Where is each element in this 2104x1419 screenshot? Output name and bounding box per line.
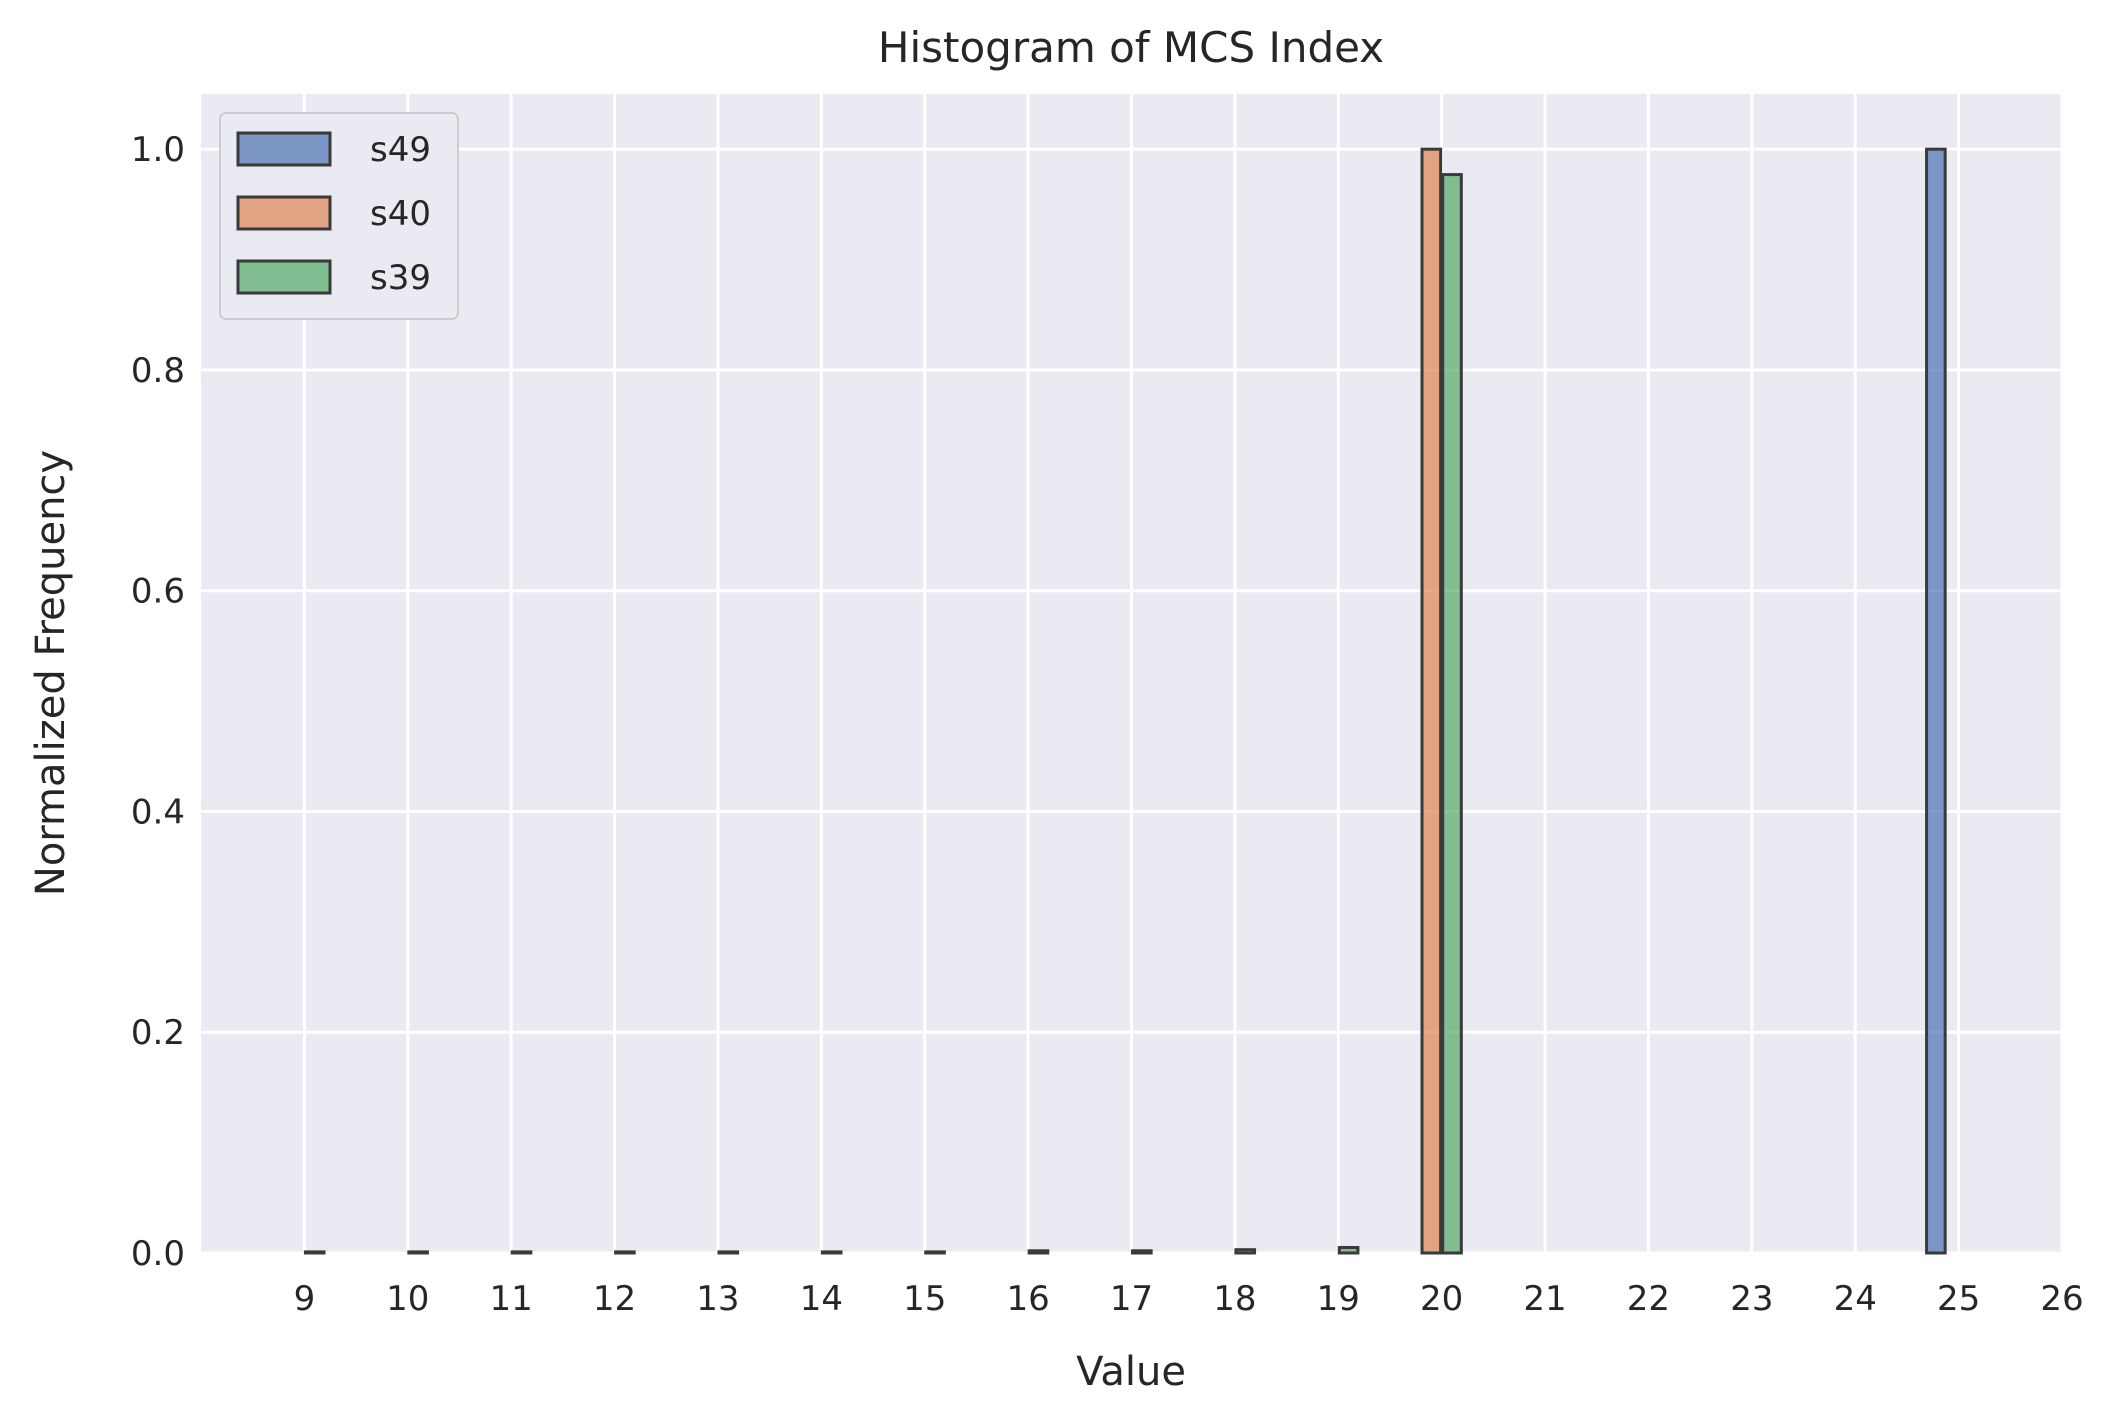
bars (303, 147, 1947, 1255)
x-tick-label: 24 (1834, 1279, 1877, 1319)
chart-title: Histogram of MCS Index (878, 23, 1384, 72)
y-tick-labels: 0.0 0.2 0.4 0.6 0.8 1.0 (131, 130, 185, 1274)
legend-label-s49: s49 (370, 130, 431, 170)
bar-s39-12 (614, 1250, 636, 1255)
bar-s39-13 (717, 1250, 740, 1255)
x-tick-label: 19 (1317, 1279, 1360, 1319)
x-tick-label: 22 (1627, 1279, 1670, 1319)
bar-s39-16 (1027, 1249, 1050, 1255)
legend-swatch-s49 (236, 131, 332, 167)
x-tick-label: 21 (1523, 1279, 1566, 1319)
y-tick-label: 0.0 (131, 1234, 185, 1274)
x-tick-label: 11 (490, 1279, 533, 1319)
x-tick-label: 16 (1006, 1279, 1049, 1319)
x-tick-label: 23 (1730, 1279, 1773, 1319)
bar-s39-19 (1337, 1245, 1360, 1255)
bar-s39-20 (1441, 173, 1463, 1255)
legend: s49 s40 s39 (219, 112, 459, 320)
y-tick-label: 0.2 (131, 1013, 185, 1053)
bar-s39-11 (510, 1250, 533, 1255)
x-tick-label: 9 (294, 1279, 316, 1319)
legend-label-s40: s40 (370, 194, 431, 234)
bar-s39-10 (407, 1250, 429, 1255)
x-tick-label: 14 (800, 1279, 843, 1319)
y-tick-label: 0.8 (131, 351, 185, 391)
bar-s39-17 (1131, 1249, 1153, 1255)
x-tick-label: 25 (1937, 1279, 1980, 1319)
y-tick-label: 1.0 (131, 130, 185, 170)
x-tick-label: 18 (1213, 1279, 1256, 1319)
y-tick-label: 0.4 (131, 792, 185, 832)
x-tick-label: 20 (1420, 1279, 1463, 1319)
x-tick-label: 17 (1110, 1279, 1153, 1319)
x-tick-label: 26 (2040, 1279, 2083, 1319)
y-axis-label: Normalized Frequency (28, 450, 74, 896)
legend-swatch-s39 (236, 259, 332, 295)
x-tick-label: 12 (593, 1279, 636, 1319)
x-tick-label: 13 (696, 1279, 739, 1319)
x-tick-label: 10 (386, 1279, 429, 1319)
x-axis-label: Value (1076, 1349, 1186, 1395)
bar-s39-14 (820, 1250, 843, 1255)
legend-label-s39: s39 (370, 258, 431, 298)
grid (201, 94, 2064, 1255)
legend-swatch-s40 (236, 195, 332, 231)
x-tick-label: 15 (903, 1279, 946, 1319)
bar-s39-18 (1234, 1248, 1257, 1255)
bar-s49-25 (1925, 147, 1947, 1255)
bar-s40-20 (1420, 147, 1443, 1255)
y-tick-label: 0.6 (131, 572, 185, 612)
bar-s39-15 (924, 1250, 946, 1255)
x-tick-labels: 9 10 11 12 13 14 15 16 17 18 19 20 21 22 23 24 25 26 (294, 1279, 2084, 1319)
bar-s39-9 (303, 1250, 326, 1255)
